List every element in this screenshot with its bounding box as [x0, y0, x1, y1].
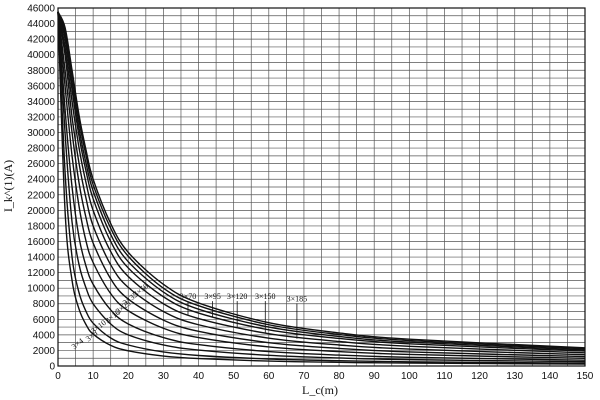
y-tick-label: 18000	[27, 221, 55, 232]
series-label: 3×150	[255, 292, 276, 301]
x-tick-label: 0	[55, 371, 61, 382]
y-tick-label: 26000	[27, 159, 55, 170]
y-tick-label: 10000	[27, 284, 55, 295]
series-line	[57, 11, 586, 358]
x-tick-label: 120	[471, 371, 488, 382]
series-label: 3×95	[204, 292, 221, 301]
y-tick-label: 24000	[27, 175, 55, 186]
x-tick-labels: 0 10 20 30 40 50 60 70 80 90 100 110 120 130 140 150	[55, 371, 594, 382]
y-tick-label: 8000	[33, 299, 56, 310]
x-tick-label: 90	[369, 371, 381, 382]
x-tick-label: 100	[401, 371, 418, 382]
series-line	[57, 11, 586, 356]
y-tick-label: 14000	[27, 253, 55, 264]
plot-frame	[57, 7, 586, 367]
x-tick-label: 110	[436, 371, 452, 382]
x-tick-label: 40	[193, 371, 205, 382]
series-label: 3×185	[287, 294, 308, 303]
series-label: 3×70	[180, 292, 197, 301]
series-label: 3×4	[70, 336, 85, 351]
series-lines	[57, 11, 586, 365]
y-tick-labels: 0 2000 4000 6000 8000 10000 12000 14000 16000 180…	[27, 4, 55, 373]
series-labels: 3×43×63×103×163×253×353×50 3×70 3×95 3×120 3…	[70, 281, 307, 351]
x-tick-label: 70	[298, 371, 310, 382]
y-tick-label: 34000	[27, 97, 55, 108]
y-tick-label: 12000	[27, 268, 55, 279]
y-tick-label: 32000	[27, 112, 55, 123]
y-tick-label: 22000	[27, 190, 55, 201]
grid	[57, 7, 586, 367]
y-tick-label: 46000	[27, 4, 55, 15]
y-tick-label: 40000	[27, 50, 55, 61]
series-line	[57, 11, 586, 349]
series-line	[57, 11, 586, 365]
x-tick-label: 80	[334, 371, 346, 382]
series-line	[57, 11, 586, 359]
y-tick-label: 0	[49, 362, 55, 373]
series-line	[57, 11, 586, 363]
y-tick-label: 36000	[27, 81, 55, 92]
y-tick-label: 20000	[27, 206, 55, 217]
y-tick-label: 28000	[27, 144, 55, 155]
y-axis-title: I_k^(1)(A)	[1, 160, 15, 212]
series-line	[57, 11, 586, 361]
series-line	[57, 11, 586, 352]
series-line	[57, 11, 586, 364]
axes	[57, 7, 586, 367]
x-tick-label: 10	[88, 371, 100, 382]
x-tick-label: 20	[123, 371, 135, 382]
y-tick-label: 6000	[33, 315, 56, 326]
y-tick-label: 16000	[27, 237, 55, 248]
x-axis-title: L_c(m)	[302, 383, 338, 397]
y-tick-label: 2000	[33, 346, 56, 357]
x-tick-label: 130	[506, 371, 523, 382]
x-tick-label: 30	[158, 371, 170, 382]
y-tick-label: 4000	[33, 330, 56, 341]
y-tick-label: 42000	[27, 35, 55, 46]
series-line	[57, 11, 586, 354]
x-tick-label: 140	[542, 371, 559, 382]
y-tick-label: 44000	[27, 19, 55, 30]
series-line	[57, 11, 586, 351]
series-label: 3×120	[227, 292, 248, 301]
y-tick-label: 30000	[27, 128, 55, 139]
x-tick-label: 50	[228, 371, 240, 382]
y-tick-label: 38000	[27, 66, 55, 77]
x-tick-label: 150	[577, 371, 594, 382]
x-tick-label: 60	[263, 371, 275, 382]
